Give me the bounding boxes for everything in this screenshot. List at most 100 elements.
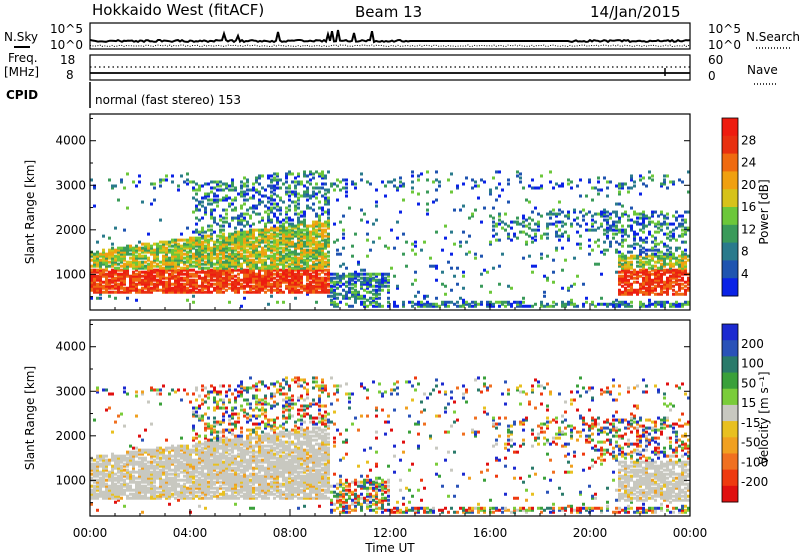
power-cell <box>666 233 669 236</box>
velocity-cell <box>159 447 162 450</box>
power-cell <box>672 215 675 218</box>
power-cell <box>321 170 324 173</box>
power-cell <box>492 303 495 306</box>
power-cell <box>201 185 204 188</box>
power-cell <box>639 217 642 220</box>
velocity-cell <box>192 459 195 462</box>
power-cell <box>447 178 450 181</box>
power-cell <box>507 178 510 181</box>
power-cell <box>615 271 618 274</box>
power-cell <box>543 291 546 294</box>
power-cell <box>180 283 183 286</box>
velocity-cell <box>156 393 159 396</box>
power-cell <box>681 233 684 236</box>
velocity-cell <box>198 495 201 498</box>
velocity-cell <box>147 449 150 452</box>
power-cell <box>273 273 276 276</box>
power-ytick-label: 3000 <box>55 178 86 192</box>
power-cell <box>438 180 441 183</box>
power-cell <box>312 176 315 179</box>
power-cell <box>633 180 636 183</box>
velocity-cell <box>168 487 171 490</box>
power-colorbar-swatch <box>722 118 738 136</box>
power-cell <box>102 285 105 288</box>
power-cell <box>339 301 342 304</box>
power-cell <box>501 221 504 224</box>
power-cell <box>123 229 126 232</box>
power-cell <box>387 297 390 300</box>
power-cell <box>108 271 111 274</box>
power-cell <box>375 219 378 222</box>
power-cell <box>237 251 240 254</box>
velocity-cell <box>123 463 126 466</box>
power-cell <box>411 174 414 177</box>
power-cell <box>483 269 486 272</box>
velocity-cell <box>117 415 120 418</box>
power-cell <box>117 283 120 286</box>
power-cell <box>267 229 270 232</box>
power-cell <box>288 279 291 282</box>
velocity-cell <box>108 407 111 410</box>
power-cell <box>204 291 207 294</box>
power-cell <box>228 203 231 206</box>
power-cell <box>348 297 351 300</box>
power-cell <box>243 199 246 202</box>
power-cell <box>324 221 327 224</box>
power-cell <box>453 275 456 278</box>
velocity-cell <box>96 493 99 496</box>
power-cell <box>240 253 243 256</box>
power-cell <box>345 281 348 284</box>
power-cell <box>627 279 630 282</box>
power-cell <box>234 197 237 200</box>
velocity-cell <box>147 497 150 500</box>
power-cell <box>141 261 144 264</box>
power-cell <box>480 178 483 181</box>
power-cell <box>279 221 282 224</box>
power-cell <box>258 191 261 194</box>
velocity-cell <box>114 455 117 458</box>
power-cell <box>450 191 453 194</box>
power-cell <box>309 182 312 185</box>
power-cell <box>240 185 243 188</box>
power-cell <box>327 259 330 262</box>
velocity-cell <box>168 503 171 506</box>
velocity-cell <box>105 388 108 391</box>
power-cell <box>621 229 624 232</box>
power-cell <box>348 305 351 308</box>
power-cell <box>291 191 294 194</box>
power-cell <box>615 211 618 214</box>
velocity-cell <box>138 457 141 460</box>
velocity-cell <box>195 407 198 410</box>
power-cell <box>564 223 567 226</box>
power-cell <box>456 305 459 308</box>
noise-right-tick-top: 10^5 <box>708 22 741 36</box>
power-cell <box>666 277 669 280</box>
power-cell <box>582 283 585 286</box>
power-cell <box>219 189 222 192</box>
power-cell <box>165 247 168 250</box>
power-cell <box>597 193 600 196</box>
power-cell <box>435 265 438 268</box>
power-cell <box>528 201 531 204</box>
power-cell <box>243 285 246 288</box>
power-cell <box>273 207 276 210</box>
power-cell <box>273 253 276 256</box>
velocity-cell <box>93 463 96 466</box>
power-cell <box>252 285 255 288</box>
power-cell <box>639 283 642 286</box>
power-cell <box>285 180 288 183</box>
power-cell <box>645 287 648 290</box>
power-cell <box>303 211 306 214</box>
power-cell <box>309 273 312 276</box>
power-cell <box>468 217 471 220</box>
power-cell <box>432 265 435 268</box>
power-cell <box>204 267 207 270</box>
power-cell <box>129 257 132 260</box>
power-cell <box>270 203 273 206</box>
power-cell <box>213 193 216 196</box>
power-cell <box>186 287 189 290</box>
power-cell <box>576 217 579 220</box>
power-cell <box>597 227 600 230</box>
power-cell <box>627 245 630 248</box>
power-cell <box>615 185 618 188</box>
